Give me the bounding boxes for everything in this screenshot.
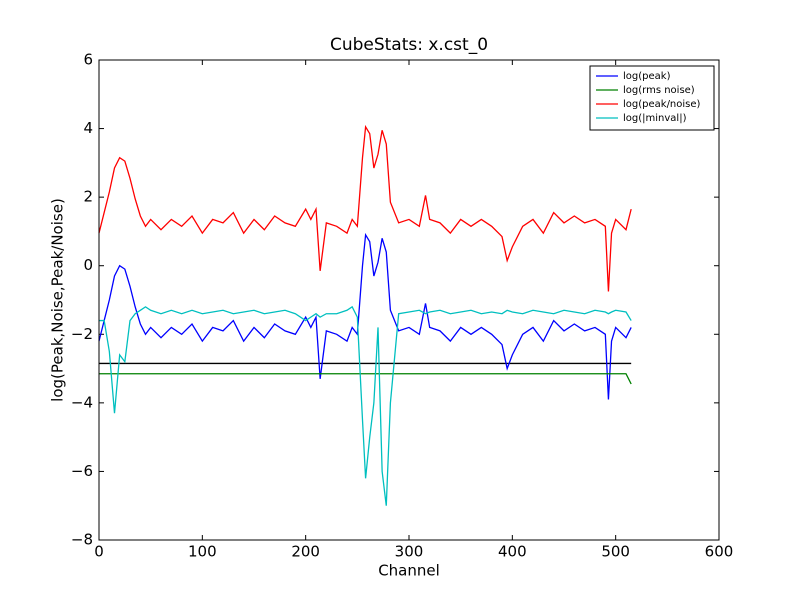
x-tick-label: 600 — [705, 543, 734, 561]
x-tick-label: 0 — [94, 543, 104, 561]
legend-label: log(|minval|) — [623, 113, 687, 124]
y-tick-label: 2 — [83, 188, 93, 206]
legend-label: log(peak/noise) — [623, 99, 701, 110]
series-line — [98, 232, 632, 400]
x-axis-label: Channel — [378, 562, 440, 580]
y-tick-label: 6 — [83, 51, 93, 69]
series-line — [99, 373, 632, 385]
x-tick-label: 100 — [188, 543, 217, 561]
legend-box — [589, 65, 715, 131]
series-line — [98, 124, 632, 292]
legend-label: log(rms noise) — [623, 85, 695, 96]
y-tick-label: 4 — [83, 119, 93, 137]
y-tick-label: 0 — [83, 256, 93, 274]
y-axis-label: log(Peak,Noise,Peak/Noise) — [49, 198, 67, 402]
chart-title: CubeStats: x.cst_0 — [330, 35, 488, 55]
x-tick-label: 400 — [498, 543, 527, 561]
y-tick-label: −4 — [71, 393, 93, 411]
x-tick-label: 200 — [291, 543, 320, 561]
x-tick-label: 500 — [601, 543, 630, 561]
plot-frame — [98, 59, 720, 541]
y-tick-label: −2 — [71, 325, 93, 343]
y-tick-label: −6 — [71, 462, 93, 480]
series-line — [99, 305, 632, 506]
legend-label: log(peak) — [623, 71, 671, 82]
x-tick-label: 300 — [395, 543, 424, 561]
y-tick-label: −8 — [71, 531, 93, 549]
